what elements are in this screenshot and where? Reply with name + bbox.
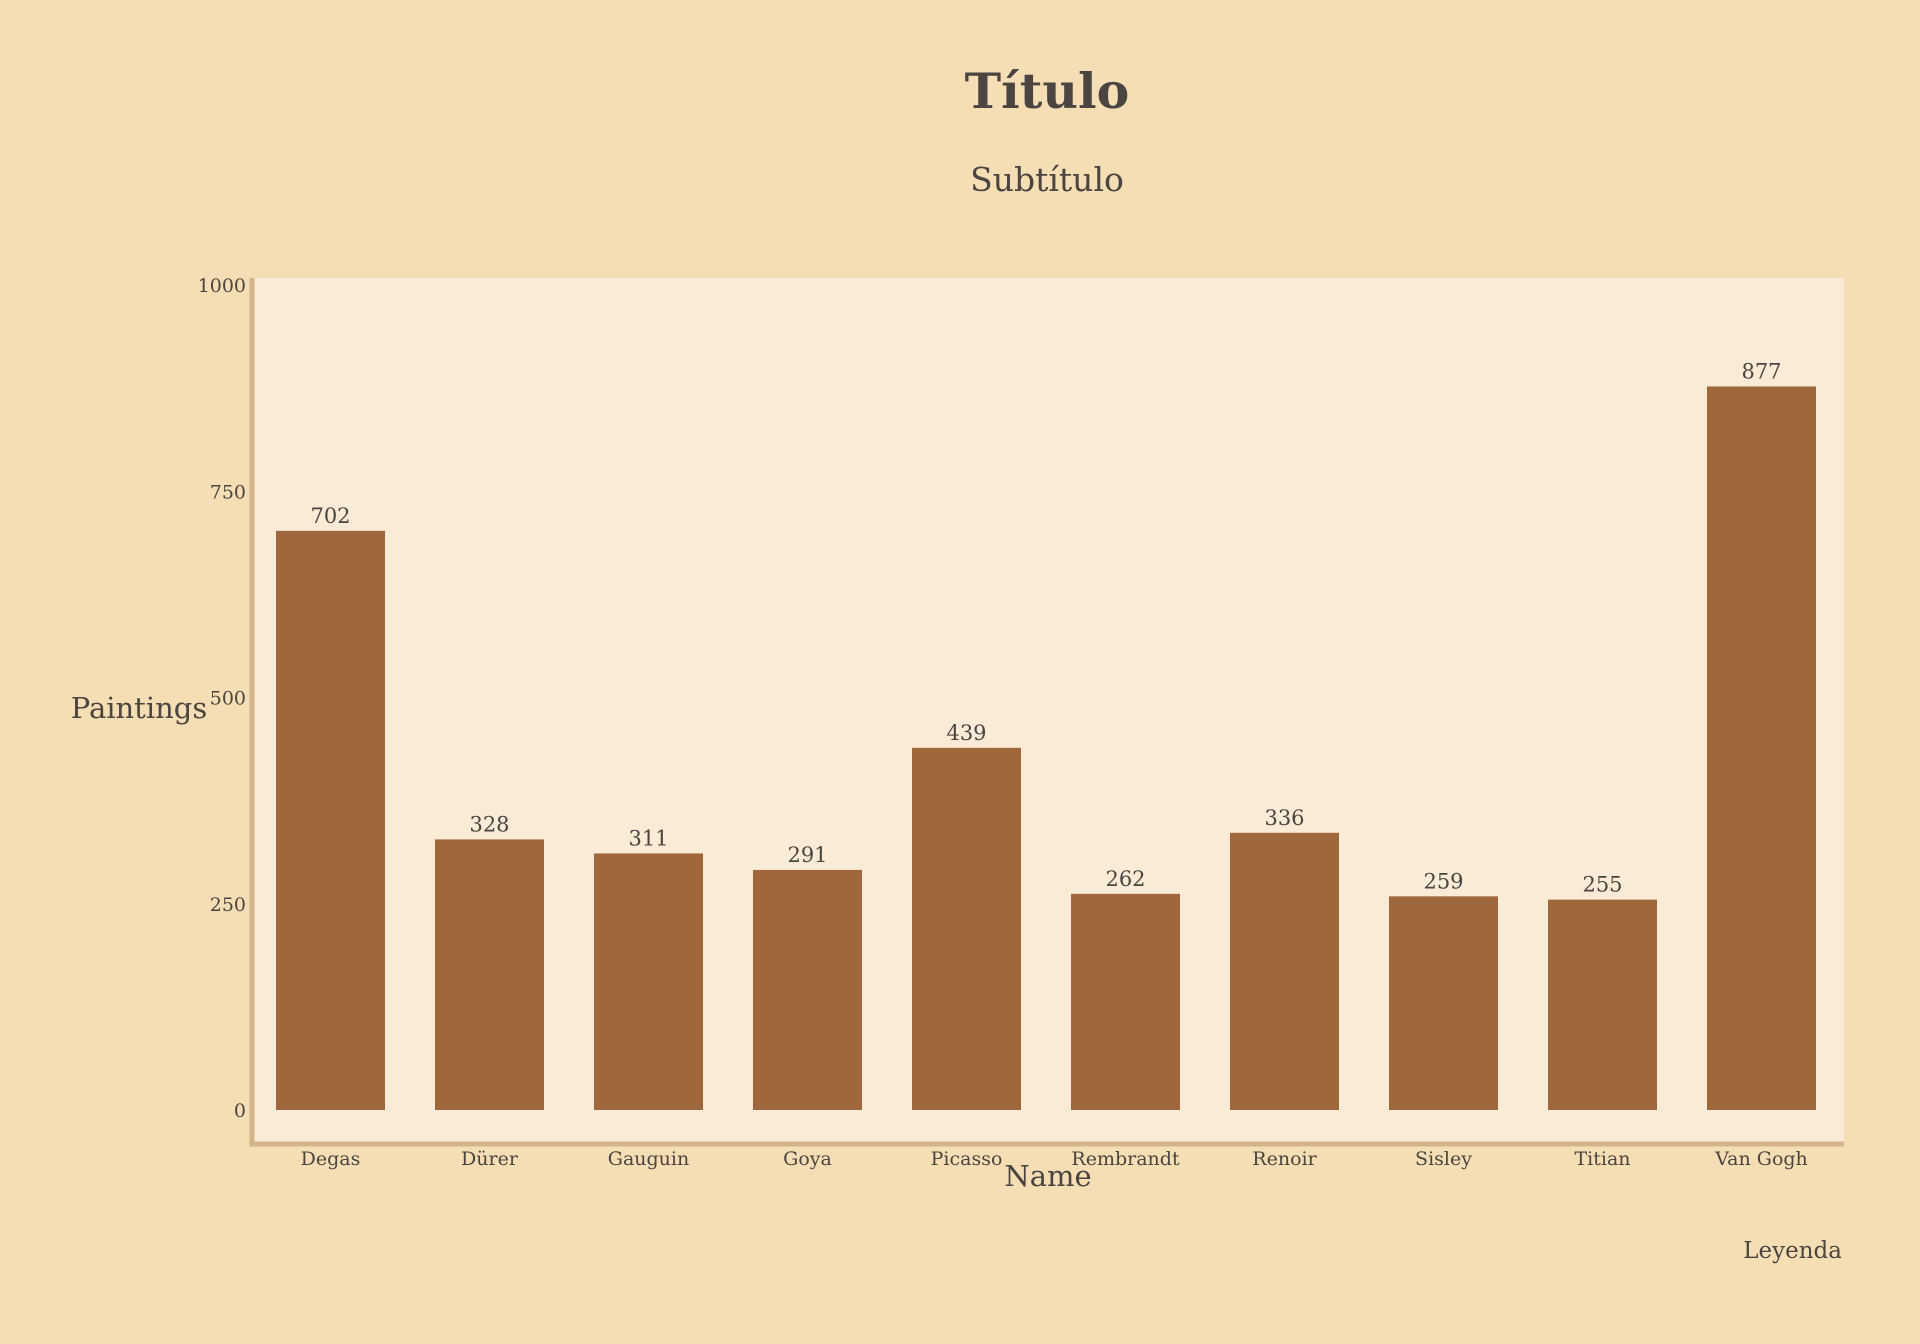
y-axis-title: Paintings bbox=[71, 691, 208, 725]
value-label: 291 bbox=[787, 843, 827, 867]
x-tick-label: Goya bbox=[783, 1148, 832, 1170]
chart-title: Título bbox=[964, 62, 1130, 120]
x-ticks-group: Degas Dürer Gauguin Goya Picasso Rembrandt Ren… bbox=[301, 1148, 1808, 1170]
value-label: 702 bbox=[310, 504, 350, 528]
x-tick-label: Degas bbox=[301, 1148, 361, 1170]
bar-renoir bbox=[1230, 832, 1339, 1110]
bar-degas bbox=[276, 530, 385, 1110]
value-label: 255 bbox=[1582, 873, 1622, 897]
y-tick-label: 750 bbox=[210, 481, 246, 503]
y-tick-label: 250 bbox=[210, 894, 246, 916]
bar-titian bbox=[1548, 899, 1657, 1110]
x-axis-title: Name bbox=[1004, 1159, 1091, 1193]
x-tick-label: Picasso bbox=[931, 1148, 1003, 1170]
value-labels-group: 702 328 311 291 439 262 336 259 255 877 bbox=[310, 359, 1781, 896]
legend-title: Leyenda bbox=[1743, 1238, 1842, 1264]
x-tick-label: Titian bbox=[1574, 1148, 1630, 1170]
bar-rembrandt bbox=[1071, 893, 1180, 1110]
x-tick-label: Dürer bbox=[461, 1148, 519, 1170]
value-label: 877 bbox=[1741, 359, 1781, 383]
value-label: 439 bbox=[946, 721, 986, 745]
x-tick-label: Gauguin bbox=[608, 1148, 689, 1170]
x-tick-label: Rembrandt bbox=[1071, 1148, 1180, 1170]
bar-goya bbox=[753, 869, 862, 1110]
value-label: 336 bbox=[1264, 806, 1304, 830]
bar-gauguin bbox=[594, 853, 703, 1110]
value-label: 328 bbox=[469, 812, 509, 836]
y-tick-label: 1000 bbox=[198, 275, 246, 297]
bar-dürer bbox=[435, 839, 544, 1110]
chart-subtitle: Subtítulo bbox=[970, 160, 1124, 199]
value-label: 259 bbox=[1423, 869, 1463, 893]
x-tick-label: Van Gogh bbox=[1714, 1148, 1808, 1170]
value-label: 311 bbox=[628, 826, 668, 850]
bar-van-gogh bbox=[1707, 386, 1816, 1111]
value-label: 262 bbox=[1105, 867, 1145, 891]
bars-group bbox=[276, 386, 1816, 1111]
y-tick-label: 0 bbox=[234, 1100, 246, 1122]
y-ticks-group: 0 250 500 750 1000 bbox=[198, 275, 246, 1122]
bar-picasso bbox=[912, 747, 1021, 1110]
x-tick-label: Sisley bbox=[1415, 1148, 1472, 1170]
y-tick-label: 500 bbox=[210, 688, 246, 710]
bar-sisley bbox=[1389, 896, 1498, 1110]
x-tick-label: Renoir bbox=[1252, 1148, 1317, 1170]
